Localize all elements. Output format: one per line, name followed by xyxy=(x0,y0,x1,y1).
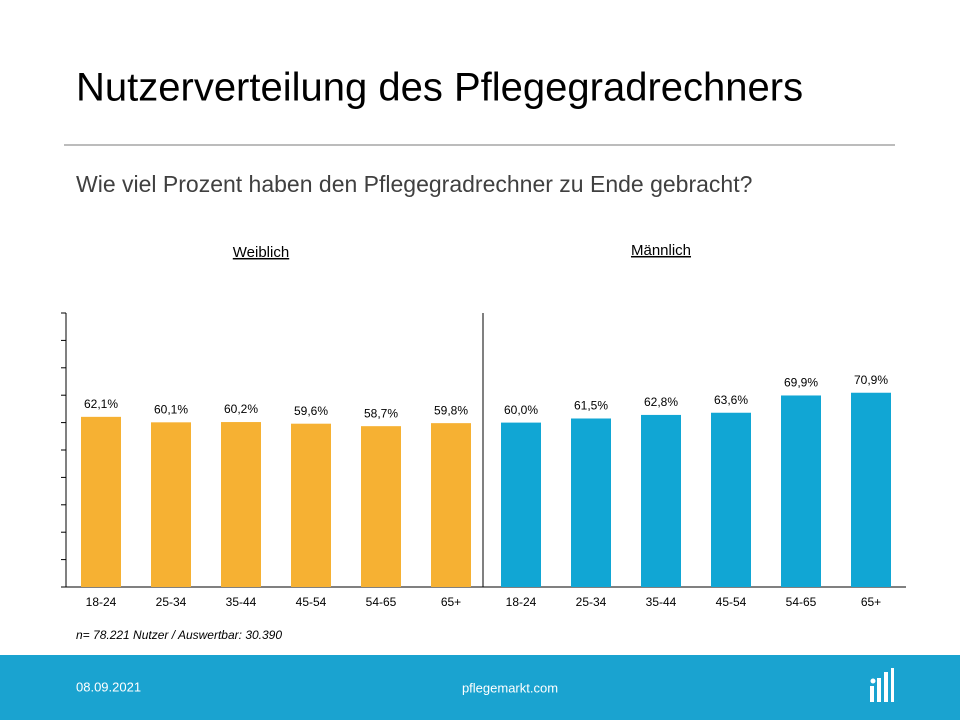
x-tick-label: 65+ xyxy=(441,595,461,609)
footer-band xyxy=(0,655,960,720)
value-label: 59,6% xyxy=(294,404,328,418)
value-label: 61,5% xyxy=(574,399,608,413)
x-tick-label: 18-24 xyxy=(506,595,537,609)
group-label: Weiblich xyxy=(233,244,289,261)
value-label: 59,8% xyxy=(434,403,468,417)
x-tick-label: 18-24 xyxy=(86,595,117,609)
x-tick-label: 25-34 xyxy=(576,595,607,609)
x-tick-label: 54-65 xyxy=(366,595,397,609)
value-label: 60,1% xyxy=(154,402,188,416)
value-label: 70,9% xyxy=(854,373,888,387)
bar xyxy=(641,414,681,587)
x-tick-label: 45-54 xyxy=(296,595,327,609)
bar xyxy=(151,422,191,587)
x-tick-label: 35-44 xyxy=(646,595,677,609)
x-tick-label: 65+ xyxy=(861,595,881,609)
bar xyxy=(571,418,611,587)
value-label: 60,2% xyxy=(224,402,258,416)
bar xyxy=(81,416,121,587)
bar xyxy=(431,423,471,587)
bar xyxy=(361,426,401,587)
bar xyxy=(291,423,331,587)
x-tick-label: 35-44 xyxy=(226,595,257,609)
value-label: 62,1% xyxy=(84,397,118,411)
bar xyxy=(501,422,541,587)
value-label: 58,7% xyxy=(364,406,398,420)
bar xyxy=(851,392,891,587)
x-tick-label: 54-65 xyxy=(786,595,817,609)
value-label: 69,9% xyxy=(784,376,818,390)
bar xyxy=(221,422,261,587)
chart-title: Nutzerverteilung des Pflegegradrechners xyxy=(76,66,803,110)
value-label: 63,6% xyxy=(714,393,748,407)
value-label: 62,8% xyxy=(644,395,678,409)
footer-date: 08.09.2021 xyxy=(76,679,141,694)
x-tick-label: 25-34 xyxy=(156,595,187,609)
note: n= 78.221 Nutzer / Auswertbar: 30.390 xyxy=(76,628,282,642)
value-label: 60,0% xyxy=(504,403,538,417)
bar xyxy=(711,412,751,587)
x-tick-label: 45-54 xyxy=(716,595,747,609)
bar xyxy=(781,395,821,587)
logo xyxy=(870,668,894,702)
footer-site: pflegemarkt.com xyxy=(462,680,558,695)
chart-subtitle: Wie viel Prozent haben den Pflegegradrec… xyxy=(76,171,752,197)
group-label: Männlich xyxy=(631,242,691,259)
